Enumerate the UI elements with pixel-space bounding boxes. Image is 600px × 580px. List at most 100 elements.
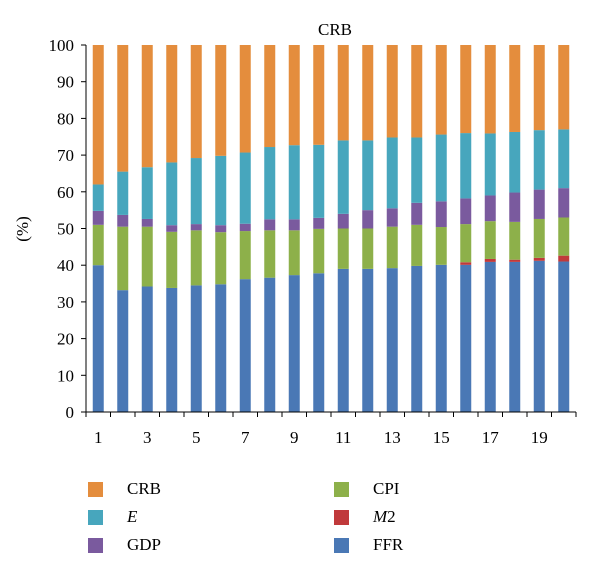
legend-swatch-cpi [334, 481, 349, 497]
bar-segment-e-8 [264, 147, 276, 220]
bar-segment-cpi-15 [435, 227, 447, 265]
y-tick-label: 90 [57, 73, 74, 92]
bar-segment-cpi-3 [141, 226, 153, 287]
bar-segment-e-3 [141, 167, 153, 219]
bar-segment-crb-18 [509, 45, 521, 132]
legend-label-m2-suffix: 2 [387, 507, 396, 526]
bar-segment-e-18 [509, 131, 521, 193]
bar-segment-gdp-20 [558, 188, 570, 218]
bar-segment-gdp-15 [435, 201, 447, 228]
bar-segment-gdp-13 [386, 208, 398, 227]
bar-segment-e-9 [288, 145, 300, 220]
bar-segment-m2-19 [533, 257, 545, 261]
bar-segment-cpi-20 [558, 217, 570, 256]
bar-segment-cpi-18 [509, 221, 521, 260]
bar-segment-cpi-11 [337, 228, 349, 269]
bar-segment-cpi-5 [190, 230, 202, 286]
y-tick-label: 0 [66, 403, 75, 422]
bar-segment-gdp-16 [460, 198, 472, 225]
legend-swatch-ffr [334, 537, 349, 553]
bar-segment-gdp-5 [190, 224, 202, 231]
x-tick-label: 13 [384, 428, 401, 447]
bar-segment-cpi-9 [288, 230, 300, 276]
x-axis: 1 3 5 7 9 11 13 15 17 19 [85, 411, 577, 447]
bar-segment-cpi-17 [484, 221, 496, 259]
bar-segment-gdp-10 [313, 217, 325, 229]
bar-segment-ffr-6 [215, 284, 227, 412]
bar-segment-ffr-12 [362, 268, 374, 412]
bar-segment-m2-17 [484, 258, 496, 262]
bar-segment-ffr-4 [166, 287, 178, 412]
y-tick-label: 30 [57, 293, 74, 312]
bar-segment-cpi-14 [411, 224, 423, 266]
bar-segment-cpi-1 [92, 224, 104, 266]
legend-item-gdp: GDP [88, 533, 161, 557]
y-tick-label: 70 [57, 146, 74, 165]
bar-segment-ffr-18 [509, 261, 521, 412]
legend-item-e: E [88, 505, 137, 529]
bar-segment-gdp-2 [117, 214, 129, 227]
bar-segment-gdp-19 [533, 189, 545, 219]
bar-segment-e-12 [362, 140, 374, 211]
legend-swatch-crb [88, 481, 103, 497]
bar-segment-cpi-12 [362, 228, 374, 269]
y-tick-label: 50 [57, 220, 74, 239]
bar-segment-ffr-5 [190, 285, 202, 412]
legend-item-m2: M2 [334, 505, 396, 529]
bar-segment-crb-5 [190, 45, 202, 159]
bar-segment-gdp-9 [288, 219, 300, 231]
bar-segment-gdp-12 [362, 210, 374, 229]
bar-segment-e-7 [239, 152, 251, 224]
y-tick-label: 40 [57, 256, 74, 275]
bar-segment-e-16 [460, 133, 472, 199]
bar-segment-gdp-8 [264, 219, 276, 231]
bar-segment-m2-20 [558, 255, 570, 262]
bar-segment-crb-7 [239, 45, 251, 153]
x-tick-label: 3 [143, 428, 152, 447]
bar-segment-cpi-19 [533, 218, 545, 258]
bar-segment-cpi-2 [117, 226, 129, 291]
bars-group [92, 45, 570, 412]
bar-segment-ffr-3 [141, 286, 153, 412]
bar-segment-e-17 [484, 133, 496, 196]
bar-segment-crb-3 [141, 45, 153, 168]
legend-swatch-m2 [334, 509, 349, 525]
bar-segment-crb-15 [435, 45, 447, 135]
bar-segment-ffr-15 [435, 264, 447, 412]
bar-segment-cpi-16 [460, 224, 472, 263]
bar-segment-ffr-7 [239, 279, 251, 412]
bar-segment-ffr-17 [484, 261, 496, 412]
bar-segment-cpi-6 [215, 232, 227, 285]
bar-segment-ffr-20 [558, 261, 570, 412]
bar-segment-crb-19 [533, 45, 545, 131]
legend-label-ffr: FFR [373, 535, 404, 554]
legend-label-gdp: GDP [127, 535, 162, 554]
y-axis-title: (%) [13, 216, 32, 241]
legend-swatch-e [88, 509, 103, 525]
bar-segment-e-10 [313, 144, 325, 218]
x-tick-label: 19 [531, 428, 548, 447]
bar-segment-crb-17 [484, 45, 496, 134]
bar-segment-gdp-14 [411, 202, 423, 225]
bar-segment-crb-20 [558, 45, 570, 130]
legend-label-cpi: CPI [373, 479, 400, 498]
bar-segment-e-6 [215, 155, 227, 226]
bar-segment-crb-10 [313, 45, 325, 145]
x-tick-label: 1 [94, 428, 103, 447]
x-tick-label: 15 [433, 428, 450, 447]
x-tick-label: 11 [335, 428, 351, 447]
y-tick-label: 10 [57, 366, 74, 385]
bar-segment-e-11 [337, 140, 349, 214]
bar-segment-e-2 [117, 171, 129, 215]
bar-segment-e-20 [558, 129, 570, 189]
bar-segment-ffr-2 [117, 290, 129, 412]
y-axis: 0 10 20 30 40 50 60 70 80 90 100 [49, 36, 87, 422]
bar-segment-cpi-4 [166, 231, 178, 288]
bar-segment-crb-13 [386, 45, 398, 138]
bar-segment-ffr-9 [288, 275, 300, 412]
bar-segment-e-13 [386, 137, 398, 209]
bar-segment-ffr-14 [411, 265, 423, 412]
bar-segment-crb-14 [411, 45, 423, 138]
bar-segment-ffr-16 [460, 264, 472, 412]
